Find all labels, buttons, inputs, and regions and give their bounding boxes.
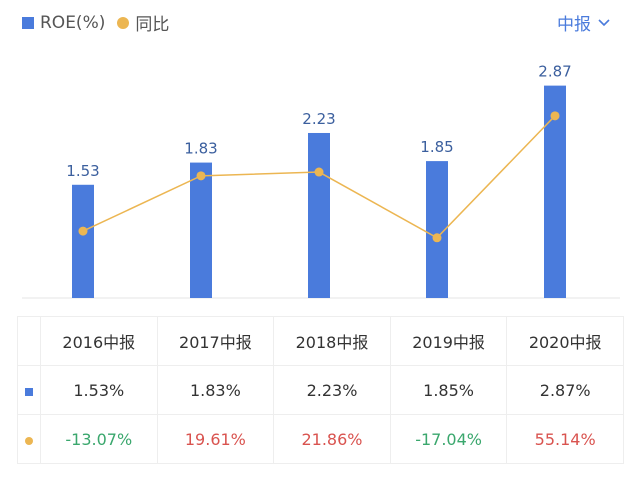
roe-cell: 2.23%: [273, 365, 391, 415]
roe-cell: 2.87%: [506, 365, 624, 415]
bar-marker-icon: [25, 387, 33, 396]
header-cell: 2020中报: [506, 316, 624, 366]
header-cell: 2019中报: [389, 316, 508, 366]
yoy-point: [196, 171, 206, 181]
bar-data-label: 2.23: [302, 110, 335, 128]
table-row-yoy: -13.07% 19.61% 21.86% -17.04% 55.14%: [17, 414, 624, 464]
bar-legend-marker: [22, 16, 34, 29]
chart: 1.53 1.83 2.23 1.85 2.87: [22, 63, 620, 299]
yoy-cell: 55.14%: [506, 414, 624, 464]
roe-cell: 1.53%: [40, 365, 158, 415]
bar-data-label: 1.83: [184, 140, 217, 158]
yoy-cell: -17.04%: [389, 414, 508, 464]
bar: [426, 161, 448, 298]
yoy-point: [78, 226, 88, 236]
table-header-row: 2016中报 2017中报 2018中报 2019中报 2020中报: [17, 316, 624, 366]
chevron-down-icon: [598, 18, 610, 26]
legend: ROE(%) 同比: [22, 10, 169, 35]
yoy-cell: 21.86%: [273, 414, 391, 464]
header-cell: 2017中报: [156, 316, 275, 366]
bar-data-label: 1.85: [420, 138, 453, 156]
table-row-roe: 1.53% 1.83% 2.23% 1.85% 2.87%: [17, 365, 624, 415]
header-cell: 2016中报: [40, 316, 158, 366]
roe-cell: 1.85%: [389, 365, 508, 415]
bar: [190, 162, 212, 298]
yoy-point: [550, 111, 560, 121]
period-selector[interactable]: 中报: [557, 10, 611, 35]
line-marker-icon: [25, 436, 33, 445]
bar: [72, 184, 94, 298]
bar-legend-label: ROE(%): [40, 12, 106, 33]
roe-cell: 1.83%: [156, 365, 275, 415]
header-cell: 2018中报: [273, 316, 391, 366]
yoy-point: [432, 233, 442, 243]
data-table: 2016中报 2017中报 2018中报 2019中报 2020中报 1.53%…: [17, 316, 624, 464]
bar: [544, 85, 566, 299]
yoy-point: [314, 167, 324, 177]
bar-data-label: 1.53: [66, 162, 99, 180]
line-legend-label: 同比: [135, 15, 170, 35]
bar: [308, 132, 330, 298]
yoy-cell: 19.61%: [156, 414, 275, 464]
line-legend-marker: [117, 16, 130, 29]
period-label: 中报: [557, 15, 591, 35]
yoy-cell: -13.07%: [40, 414, 158, 464]
bar-data-label: 2.87: [538, 63, 571, 81]
